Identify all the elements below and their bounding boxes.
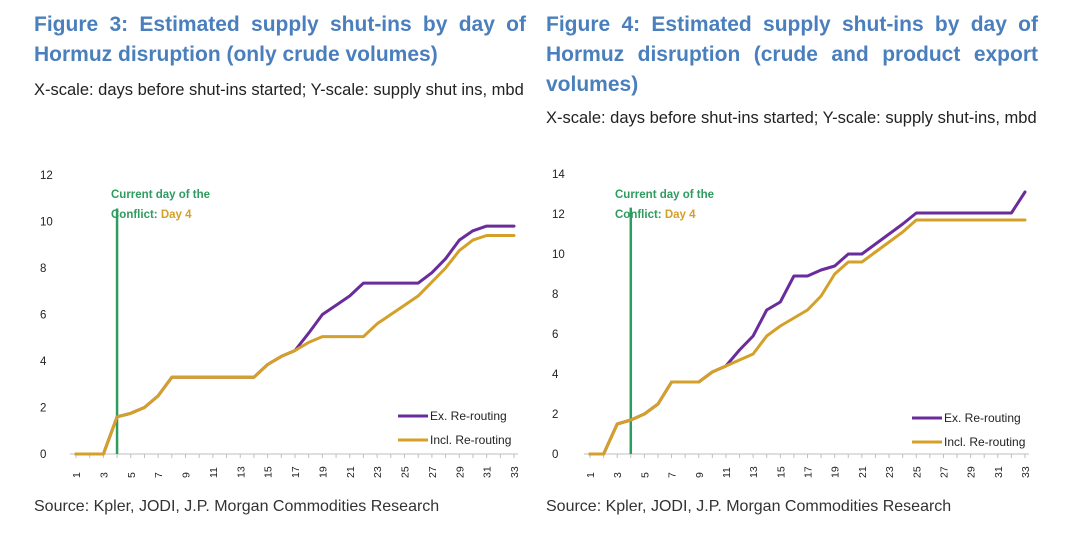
fig4-legend-label-incl: Incl. Re-routing — [944, 435, 1025, 449]
fig4-x-tick-label: 17 — [803, 466, 815, 478]
fig4-annotation-day: Day 4 — [665, 209, 696, 221]
fig3-annotation-day: Day 4 — [161, 209, 192, 221]
fig4-annotation-line1: Current day of the — [615, 189, 714, 201]
fig4-x-tick-label: 19 — [830, 466, 842, 478]
fig4-x-tick-label: 5 — [639, 472, 651, 478]
fig3-x-tick-label: 17 — [290, 466, 302, 478]
figure-3-subtitle: X-scale: days before shut-ins started; Y… — [34, 81, 524, 99]
fig4-x-tick-label: 31 — [993, 466, 1005, 478]
fig4-x-tick-label: 21 — [857, 466, 869, 478]
fig3-annotation-line2: Conflict: Day 4 — [111, 209, 192, 221]
fig3-x-tick-label: 9 — [181, 472, 193, 478]
fig4-x-tick-label: 11 — [721, 467, 733, 478]
fig3-y-tick-label: 4 — [40, 356, 47, 368]
fig3-x-tick-label: 11 — [208, 467, 220, 478]
fig4-x-tick-label: 27 — [938, 466, 950, 478]
fig3-y-tick-label: 6 — [40, 310, 46, 322]
fig3-y-tick-label: 10 — [40, 217, 53, 229]
fig3-x-tick-label: 27 — [427, 466, 439, 478]
fig4-y-tick-label: 2 — [552, 409, 558, 421]
fig3-y-tick-label: 0 — [40, 449, 46, 461]
figure-3-source: Source: Kpler, JODI, J.P. Morgan Commodi… — [34, 498, 440, 515]
fig3-x-tick-label: 23 — [372, 466, 384, 478]
fig3-x-tick-label: 15 — [263, 466, 275, 478]
fig4-x-tick-label: 15 — [775, 466, 787, 478]
fig4-y-tick-label: 0 — [552, 449, 558, 461]
fig4-x-tick-label: 33 — [1020, 466, 1032, 478]
fig3-x-tick-label: 19 — [317, 466, 329, 478]
fig4-x-tick-label: 25 — [911, 466, 923, 478]
fig4-y-tick-label: 12 — [552, 209, 565, 221]
fig4-series-incl-rerouting-line — [588, 218, 1027, 456]
figure-4-source: Source: Kpler, JODI, J.P. Morgan Commodi… — [546, 498, 952, 515]
fig4-x-tick-label: 23 — [884, 466, 896, 478]
fig4-x-tick-label: 1 — [585, 472, 597, 478]
fig3-annotation-line1: Current day of the — [111, 189, 210, 201]
figure-3-title: Figure 3: Estimated supply shut-ins by d… — [34, 13, 526, 66]
fig4-x-tick-label: 9 — [694, 472, 706, 478]
fig3-x-tick-label: 21 — [345, 466, 357, 478]
fig3-x-tick-label: 29 — [454, 466, 466, 478]
fig3-x-tick-label: 13 — [235, 466, 247, 478]
figure-3-panel: Figure 3: Estimated supply shut-ins by d… — [34, 0, 534, 548]
figure-4-title: Figure 4: Estimated supply shut-ins by d… — [546, 13, 1038, 96]
fig3-x-tick-label: 3 — [98, 472, 110, 478]
fig3-x-tick-label: 31 — [482, 466, 494, 478]
fig4-x-tick-label: 13 — [748, 466, 760, 478]
fig3-y-tick-label: 8 — [40, 263, 46, 275]
fig3-x-tick-label: 1 — [71, 472, 83, 478]
fig3-x-tick-label: 5 — [126, 472, 138, 478]
fig4-y-tick-label: 8 — [552, 289, 558, 301]
fig4-y-tick-label: 10 — [552, 249, 565, 261]
fig3-series-incl-rerouting-line — [74, 234, 516, 456]
fig4-x-tick-label: 29 — [966, 466, 978, 478]
fig3-x-tick-label: 7 — [153, 472, 165, 478]
fig3-x-tick-label: 25 — [400, 466, 412, 478]
fig4-x-tick-label: 7 — [667, 472, 679, 478]
fig4-y-tick-label: 14 — [552, 169, 565, 181]
fig3-legend-label-ex: Ex. Re-routing — [430, 409, 507, 423]
fig3-x-tick-label: 33 — [509, 466, 521, 478]
fig4-x-tick-label: 3 — [612, 472, 624, 478]
fig4-annotation-line2: Conflict: Day 4 — [615, 209, 696, 221]
fig3-y-tick-label: 12 — [40, 170, 53, 182]
figure-4-panel: Figure 4: Estimated supply shut-ins by d… — [546, 0, 1046, 548]
fig3-y-tick-label: 2 — [40, 403, 46, 415]
fig4-y-tick-label: 6 — [552, 329, 558, 341]
fig3-legend-label-incl: Incl. Re-routing — [430, 433, 511, 447]
fig4-legend-label-ex: Ex. Re-routing — [944, 411, 1021, 425]
figure-4-subtitle: X-scale: days before shut-ins started; Y… — [546, 109, 1037, 127]
fig4-y-tick-label: 4 — [552, 369, 559, 381]
